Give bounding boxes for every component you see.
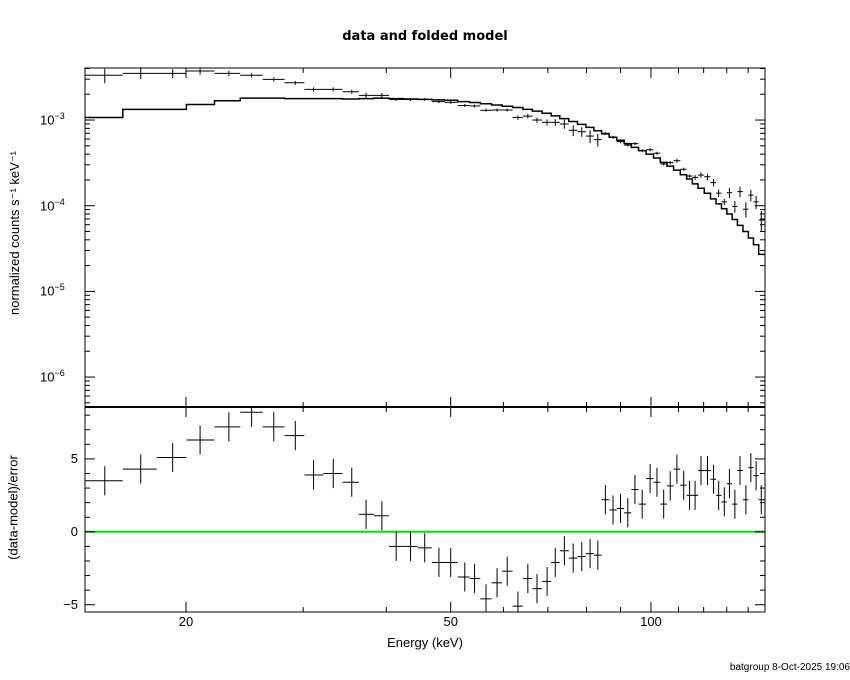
top-y-tick-label: 10−6 [40, 368, 65, 384]
bottom-y-tick-label: 5 [70, 450, 78, 466]
bottom-panel-marks [85, 407, 765, 612]
chart-title: data and folded model [342, 29, 508, 44]
top-y-tick-label: 10−5 [40, 282, 65, 298]
tick-exponent: −4 [54, 196, 65, 207]
tick-base: 10 [40, 283, 55, 299]
x-tick-label: 50 [443, 614, 458, 629]
tick-base: 10 [40, 198, 55, 214]
top-y-axis-label: normalized counts s⁻¹ keV⁻¹ [7, 151, 22, 316]
footer-stamp: batgroup 8-Oct-2025 19:06 [729, 662, 850, 673]
top-y-tick-label: 10−3 [40, 111, 65, 127]
model-step-line [85, 97, 765, 256]
top-panel-marks [85, 68, 765, 256]
tick-exponent: −3 [54, 111, 65, 122]
x-tick-label: 20 [178, 614, 194, 629]
x-axis-label: Energy (keV) [387, 635, 463, 650]
bottom-y-tick-label: −5 [63, 596, 78, 612]
bottom-panel-frame [84, 406, 766, 613]
tick-exponent: −5 [54, 282, 65, 293]
x-tick-label: 100 [640, 614, 662, 629]
bottom-y-axis-label: (data-model)/error [5, 455, 21, 560]
top-y-tick-label: 10−4 [40, 197, 65, 213]
tick-exponent: −6 [54, 368, 65, 379]
tick-base: 10 [40, 112, 55, 128]
top-panel-frame [84, 67, 766, 408]
bottom-y-tick-label: 0 [70, 523, 78, 539]
tick-base: 10 [40, 369, 55, 385]
